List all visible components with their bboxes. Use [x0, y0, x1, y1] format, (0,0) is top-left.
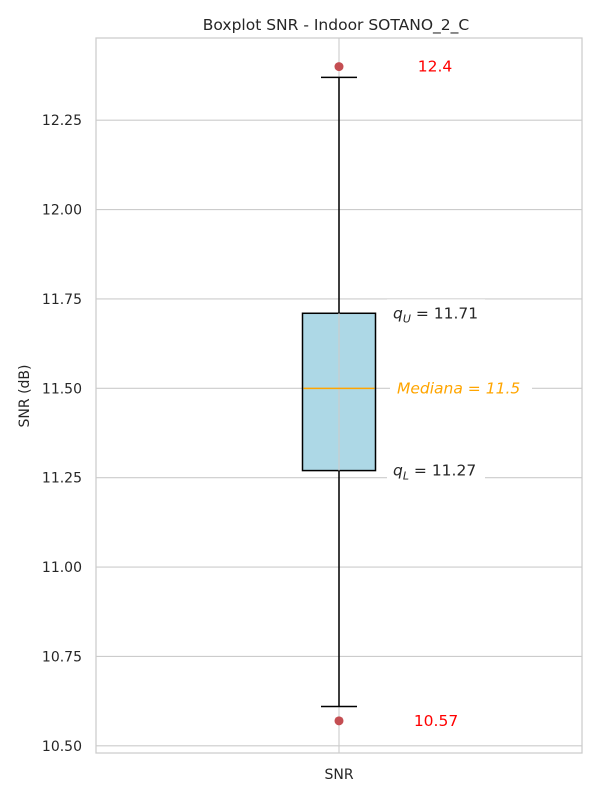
y-tick-label: 10.75: [42, 649, 82, 665]
outlier-point: [334, 62, 344, 72]
box-layer: [301, 62, 377, 726]
y-tick-label: 11.00: [42, 560, 82, 576]
q-upper-label-bg: [387, 299, 485, 328]
q-lower-label: qL = 11.27: [393, 462, 476, 483]
annotation-layer: 12.4 10.57 qU = 11.71 qL = 11.27 Mediana = 1…: [387, 58, 532, 730]
x-tick-label-snr: SNR: [324, 767, 353, 783]
y-axis-title: SNR (dB): [17, 365, 33, 428]
y-tick-label: 11.25: [42, 471, 82, 487]
y-tick-label: 11.75: [42, 292, 82, 308]
median-label-bg: [390, 374, 532, 403]
plot-frame: [95, 37, 583, 754]
max-value-label: 12.4: [418, 58, 453, 76]
q-lower-label-bg: [387, 456, 485, 485]
median-value-label: Mediana = 11.5: [397, 379, 520, 397]
y-tick-label: 12.25: [42, 113, 82, 129]
q-upper-label: qU = 11.71: [393, 304, 478, 325]
y-tick-label: 11.50: [42, 381, 82, 397]
min-value-label: 10.57: [414, 712, 458, 730]
y-tick-label: 10.50: [42, 739, 82, 755]
y-tick-label: 12.00: [42, 203, 82, 219]
y-tick-labels: 10.50 10.75 11.00 11.25 11.50 11.75 12.00 12.25: [42, 113, 82, 755]
outlier-point: [334, 716, 344, 726]
chart-title: Boxplot SNR - Indoor SOTANO_2_C: [203, 16, 469, 35]
